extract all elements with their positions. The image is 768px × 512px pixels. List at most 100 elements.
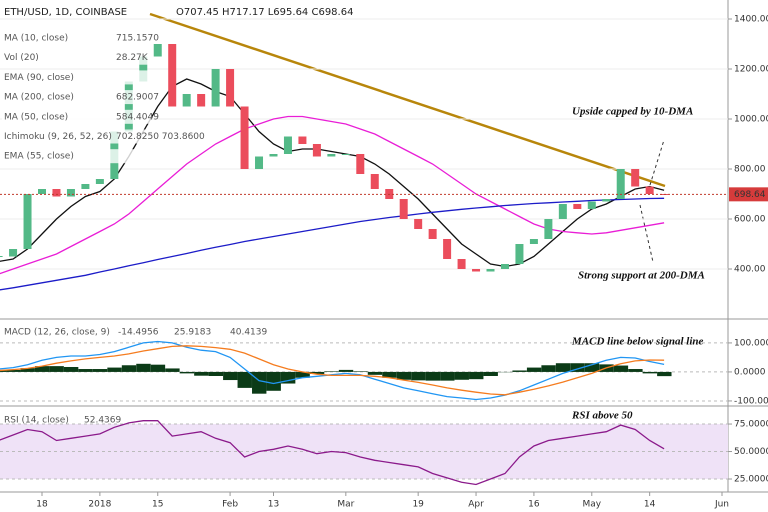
legend-readout: 28.27K (116, 53, 149, 63)
candle (472, 269, 481, 272)
histogram-bar (295, 371, 310, 378)
symbol-title: ETH/USD, 1D, COINBASE (4, 7, 127, 18)
legend-readout: 682.9007 (116, 93, 159, 103)
histogram-bar (309, 371, 325, 374)
series-line (0, 345, 665, 396)
candle (240, 106, 249, 169)
candle (356, 154, 365, 174)
histogram-bar (440, 371, 455, 381)
legend-name: MA (10, close) (4, 34, 68, 44)
y-tick-label: 1000.00 (734, 115, 768, 125)
legend-readout: 715.1570 (116, 34, 159, 44)
candle (486, 269, 495, 272)
legend-readout: 40.4139 (230, 328, 267, 338)
candle (587, 201, 596, 209)
candle (197, 94, 206, 107)
annotation: RSI above 50 (571, 410, 633, 422)
candle (211, 69, 220, 107)
histogram-bar (382, 371, 397, 378)
rsi-title: RSI (14, close) (4, 416, 69, 426)
x-tick-label: May (582, 500, 601, 510)
candle (182, 94, 191, 107)
histogram-bar (642, 371, 658, 374)
x-tick-label: 16 (528, 500, 540, 510)
arrow (639, 204, 654, 263)
histogram-bar (194, 371, 209, 376)
y-tick-label: 1200.00 (734, 65, 768, 75)
x-tick-label: 19 (412, 500, 424, 510)
histogram-bar (121, 365, 137, 372)
candle (428, 229, 437, 239)
legend-box (2, 90, 152, 105)
histogram-bar (6, 369, 21, 372)
candle (515, 244, 524, 264)
candle (312, 144, 321, 157)
candle (298, 136, 307, 144)
histogram-bar (78, 369, 93, 372)
x-tick-label: Mar (337, 500, 354, 510)
series-line (0, 115, 665, 275)
histogram-bar (541, 365, 556, 372)
x-tick-label: 18 (36, 500, 48, 510)
candle (399, 199, 408, 219)
macd-title: MACD (12, 26, close, 9) (4, 328, 110, 338)
candle (500, 264, 509, 269)
legend-box (2, 109, 152, 124)
y-tick-label: 100.0000 (734, 338, 768, 348)
histogram-bar (469, 371, 484, 380)
y-tick-label: 1400.00 (734, 15, 768, 25)
x-tick-label: 13 (268, 500, 279, 510)
legend-box (2, 50, 152, 65)
histogram-bar (570, 363, 585, 372)
histogram-bar (179, 371, 195, 374)
legend-readout: 702.8250 703.8600 (116, 132, 205, 142)
histogram-bar (49, 366, 64, 372)
histogram-bar (338, 369, 354, 372)
candle (283, 136, 292, 154)
candle (269, 154, 278, 157)
histogram-bar (107, 367, 122, 372)
histogram-bar (20, 368, 35, 372)
histogram-bar (396, 371, 412, 380)
legend-name: Ichimoku (9, 26, 52, 26) (4, 132, 112, 142)
candle (95, 179, 104, 184)
histogram-bar (454, 371, 469, 380)
trendline (149, 12, 666, 188)
histogram-bar (411, 371, 426, 381)
x-tick-label: 2018 (88, 500, 111, 510)
x-tick-label: 15 (152, 500, 163, 510)
histogram-bar (266, 371, 281, 391)
histogram-bar (252, 371, 267, 394)
annotation: MACD line below signal line (571, 336, 704, 348)
legend-box (2, 129, 152, 144)
candle (602, 199, 611, 202)
candle (226, 69, 235, 107)
legend-readout: -14.4956 (118, 328, 159, 338)
candle (327, 154, 336, 157)
histogram-bar (35, 366, 50, 372)
series-line (0, 78, 665, 268)
histogram-bar (223, 371, 238, 381)
y-tick-label: 400.00 (734, 265, 766, 275)
histogram-bar (136, 363, 151, 372)
histogram-bar (353, 371, 368, 372)
candle (341, 154, 350, 155)
histogram-bar (425, 371, 441, 381)
histogram-bar (657, 371, 672, 377)
x-tick-label: 14 (644, 500, 656, 510)
histogram-bar (0, 370, 6, 372)
x-tick-label: Feb (222, 500, 238, 510)
y-tick-label: 800.00 (734, 165, 766, 175)
series-line (0, 197, 665, 291)
x-tick-label: Apr (468, 500, 484, 510)
y-tick-label: 0.0000 (734, 367, 766, 377)
ohlc-readout: O707.45 H717.17 L695.64 C698.64 (176, 7, 353, 18)
histogram-bar (208, 371, 224, 376)
y-tick-label: 600.00 (734, 215, 766, 225)
annotation: Upside capped by 10-DMA (572, 106, 693, 118)
candle (370, 174, 379, 189)
legend-box (2, 31, 152, 45)
legend-box (2, 70, 152, 85)
legend-name: EMA (90, close) (4, 73, 74, 83)
candle (414, 219, 423, 229)
